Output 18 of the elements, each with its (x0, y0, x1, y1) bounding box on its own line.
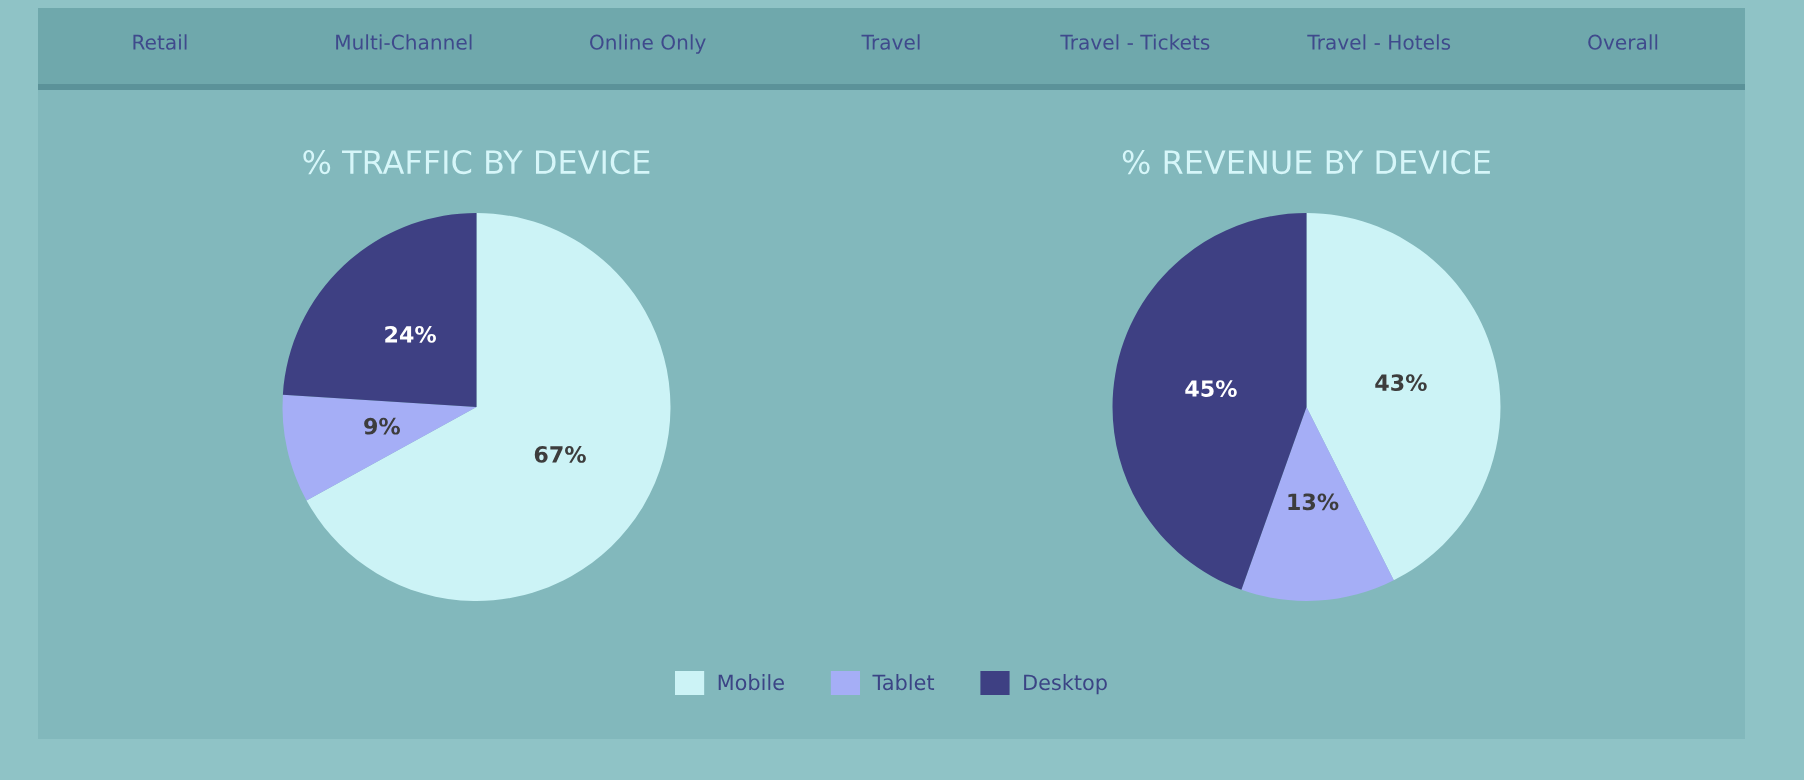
text: Travel (861, 34, 920, 50)
data-label: 24% (385, 325, 436, 343)
text: Overall (1588, 34, 1658, 50)
legend-label: Mobile (718, 674, 784, 691)
text: Travel - Tickets (1060, 34, 1210, 50)
data-label: 43% (1375, 374, 1427, 392)
chart-title: % TRAFFIC BY DEVICE (303, 149, 650, 175)
data-label: 45% (1185, 380, 1237, 397)
text: Retail (133, 34, 187, 50)
legend-label: Desktop (1024, 674, 1107, 695)
data-label: 9% (364, 417, 400, 435)
text: Travel - Hotels (1307, 34, 1451, 50)
data-label: 13% (1288, 493, 1339, 511)
chart-title: % REVENUE BY DEVICE (1122, 149, 1490, 175)
legend-label: Tablet (872, 674, 935, 691)
text: Online Only (590, 34, 706, 54)
data-label: 67% (534, 446, 586, 463)
text: Multi-Channel (336, 34, 472, 50)
